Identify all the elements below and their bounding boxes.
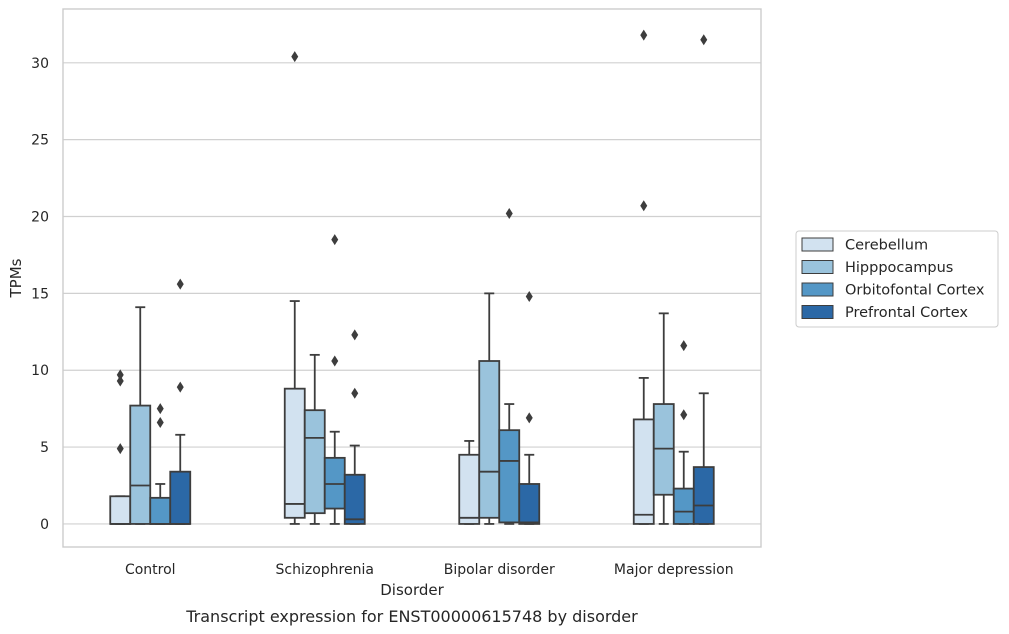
box-2-0	[458, 440, 481, 525]
legend-swatch	[801, 260, 834, 274]
outlier-marker	[351, 329, 359, 341]
box-1-1	[303, 353, 326, 525]
outlier-marker	[156, 403, 164, 415]
box-body	[632, 418, 655, 525]
chart-caption: Transcript expression for ENST0000061574…	[185, 607, 638, 626]
legend-frame	[795, 230, 999, 328]
outlier-marker	[116, 443, 124, 455]
x-tick-label: Bipolar disorder	[444, 562, 555, 578]
legend-label: Cerebellum	[845, 238, 928, 254]
legend-label: Orbitofontal Cortex	[845, 283, 985, 299]
y-tick-label: 15	[31, 286, 49, 302]
legend-swatch	[801, 237, 834, 252]
y-tick-labels: 0 5 10 15 20 25 30	[31, 56, 49, 533]
box-3-2	[672, 340, 695, 525]
outlier-marker	[525, 290, 533, 302]
legend-swatch	[801, 282, 834, 297]
box-0-3	[169, 278, 192, 525]
outlier-marker	[351, 387, 359, 399]
x-axis-label: Disorder	[380, 581, 444, 599]
box-body	[343, 473, 366, 525]
outlier-marker	[640, 29, 648, 41]
outlier-marker	[331, 234, 339, 246]
outlier-marker	[116, 375, 124, 387]
box-body	[149, 496, 172, 525]
outlier-marker	[700, 34, 708, 46]
box-2-2	[498, 207, 521, 525]
legend: Cerebellum Hipppocampus Orbitofontal Corte…	[795, 230, 999, 328]
box-0-2	[149, 403, 172, 525]
outlier-marker	[116, 369, 124, 381]
outlier-marker	[640, 200, 648, 212]
box-1-2	[323, 234, 346, 525]
y-tick-label: 10	[31, 363, 49, 379]
box-body	[303, 409, 326, 515]
box-body	[518, 483, 541, 525]
box-body	[498, 429, 521, 524]
y-tick-label: 30	[31, 56, 49, 72]
y-axis-label: TPMs	[7, 258, 25, 298]
outlier-marker	[525, 412, 533, 424]
box-3-1	[652, 312, 675, 525]
outlier-marker	[176, 381, 184, 393]
outlier-marker	[291, 51, 299, 63]
box-body	[129, 404, 152, 525]
outlier-marker	[505, 207, 513, 219]
outlier-marker	[176, 278, 184, 290]
x-tick-label: Schizophrenia	[276, 562, 374, 578]
outlier-marker	[156, 416, 164, 428]
plot-frame	[62, 8, 762, 548]
legend-label: Hipppocampus	[845, 260, 953, 276]
box-0-1	[129, 306, 152, 525]
box-3-0	[632, 29, 655, 525]
box-body	[283, 387, 306, 519]
box-body	[169, 470, 192, 525]
legend-label: Prefrontal Cortex	[845, 305, 968, 321]
y-tick-label: 25	[31, 133, 49, 149]
x-tick-labels: Control Schizophrenia Bipolar disorder Majo…	[125, 562, 734, 578]
x-tick-label: Control	[125, 562, 176, 578]
y-tick-label: 20	[31, 210, 49, 226]
y-tick-label: 0	[40, 517, 49, 533]
outlier-marker	[680, 340, 688, 352]
box-3-3	[692, 34, 715, 525]
grid-layer	[63, 62, 761, 525]
box-body	[109, 495, 132, 525]
legend-swatch	[801, 305, 834, 319]
outlier-marker	[331, 355, 339, 367]
box-body	[672, 487, 695, 525]
box-1-3	[343, 329, 366, 525]
box-2-1	[478, 292, 501, 525]
box-1-0	[283, 51, 306, 525]
y-tick-label: 5	[40, 440, 49, 456]
outlier-marker	[680, 409, 688, 421]
box-body	[692, 466, 715, 525]
x-tick-label: Major depression	[614, 562, 734, 578]
box-body	[458, 453, 481, 525]
box-layer	[109, 29, 715, 525]
box-2-3	[518, 290, 541, 525]
box-body	[478, 360, 501, 519]
